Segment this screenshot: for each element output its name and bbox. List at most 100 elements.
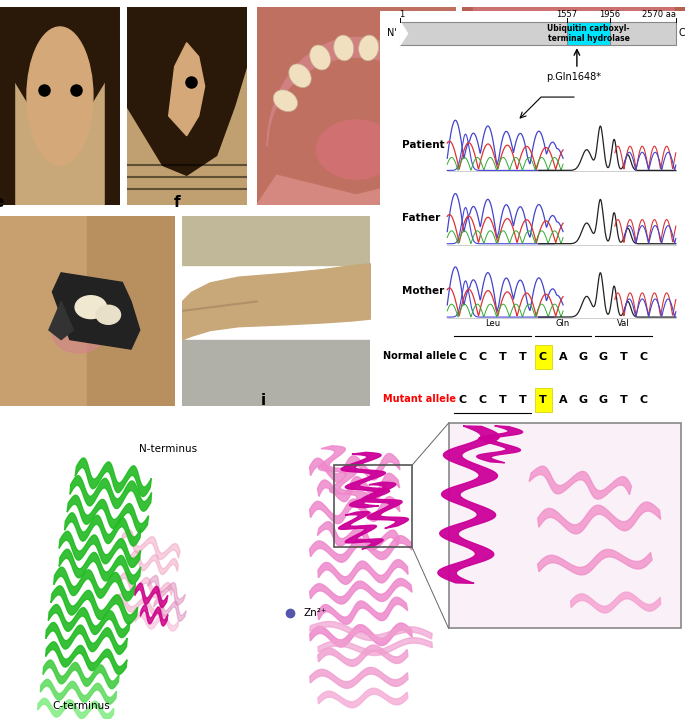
Text: G: G	[599, 395, 608, 406]
Text: f: f	[174, 195, 181, 210]
Text: G: G	[579, 395, 588, 406]
Polygon shape	[361, 482, 408, 528]
Polygon shape	[75, 458, 151, 497]
Ellipse shape	[488, 123, 508, 147]
Polygon shape	[538, 502, 660, 534]
Polygon shape	[538, 549, 652, 575]
Text: e: e	[0, 195, 3, 210]
Text: C: C	[539, 352, 547, 362]
Polygon shape	[310, 536, 412, 562]
Polygon shape	[121, 530, 180, 559]
Polygon shape	[318, 638, 432, 656]
Ellipse shape	[401, 64, 423, 88]
Ellipse shape	[382, 45, 403, 70]
Polygon shape	[135, 583, 168, 608]
Polygon shape	[53, 567, 136, 601]
Text: p.Gln1648*: p.Gln1648*	[547, 72, 601, 82]
Polygon shape	[310, 623, 412, 647]
Polygon shape	[148, 575, 186, 605]
Polygon shape	[319, 446, 368, 505]
Text: T: T	[519, 395, 527, 406]
Text: G: G	[599, 352, 608, 362]
Polygon shape	[310, 497, 400, 523]
Polygon shape	[64, 513, 140, 546]
Text: T: T	[499, 395, 507, 406]
Polygon shape	[438, 426, 499, 583]
Ellipse shape	[316, 120, 396, 179]
Polygon shape	[257, 175, 456, 205]
Ellipse shape	[593, 159, 612, 183]
Text: T: T	[619, 352, 627, 362]
Ellipse shape	[334, 35, 353, 61]
Text: Patient: Patient	[401, 139, 444, 150]
Polygon shape	[52, 273, 140, 349]
Text: b: b	[122, 0, 133, 1]
Bar	[105, 47, 120, 205]
Text: 1557: 1557	[556, 10, 577, 19]
Bar	[334, 465, 412, 547]
Ellipse shape	[75, 296, 107, 319]
Ellipse shape	[310, 45, 331, 70]
Text: Father: Father	[401, 213, 440, 223]
Bar	[0, 47, 14, 205]
Polygon shape	[153, 597, 186, 621]
Text: T: T	[499, 352, 507, 362]
Polygon shape	[318, 645, 408, 667]
Ellipse shape	[273, 90, 297, 111]
Bar	[182, 339, 370, 406]
Polygon shape	[310, 578, 412, 604]
Polygon shape	[310, 667, 408, 688]
Polygon shape	[310, 454, 400, 482]
Polygon shape	[169, 43, 205, 136]
Bar	[535, 388, 552, 412]
Text: N-terminus: N-terminus	[138, 444, 197, 454]
Polygon shape	[46, 623, 127, 654]
Polygon shape	[59, 549, 140, 584]
Text: Leu: Leu	[485, 418, 500, 426]
Text: Asp1901: Asp1901	[557, 448, 599, 458]
Text: Mother: Mother	[401, 286, 444, 296]
Text: 1: 1	[399, 10, 404, 19]
Polygon shape	[140, 605, 168, 626]
Text: c: c	[249, 0, 258, 1]
Text: i: i	[261, 393, 266, 408]
Polygon shape	[400, 22, 408, 45]
Text: Leu: Leu	[485, 319, 500, 328]
Text: Mutant allele: Mutant allele	[383, 394, 456, 404]
Polygon shape	[119, 572, 173, 597]
Bar	[535, 345, 552, 369]
Ellipse shape	[359, 35, 379, 61]
Polygon shape	[127, 7, 247, 175]
Ellipse shape	[653, 95, 673, 119]
Polygon shape	[310, 621, 432, 641]
Polygon shape	[70, 476, 151, 511]
Ellipse shape	[509, 145, 529, 168]
Polygon shape	[473, 7, 674, 185]
Text: *: *	[539, 417, 547, 431]
Text: Zn²⁺: Zn²⁺	[304, 608, 327, 618]
Text: C: C	[640, 395, 647, 406]
Polygon shape	[318, 688, 408, 707]
Polygon shape	[341, 452, 390, 508]
Polygon shape	[317, 473, 399, 502]
Polygon shape	[317, 522, 399, 550]
Ellipse shape	[289, 64, 311, 88]
Polygon shape	[135, 612, 179, 631]
Text: G: G	[579, 352, 588, 362]
Ellipse shape	[475, 95, 495, 119]
Bar	[0, 216, 88, 406]
Polygon shape	[40, 679, 116, 704]
Text: d: d	[453, 0, 464, 1]
Polygon shape	[113, 594, 162, 616]
Text: Gln: Gln	[556, 319, 570, 328]
Ellipse shape	[27, 27, 93, 165]
Text: Normal allele: Normal allele	[383, 351, 456, 361]
Text: N': N'	[387, 29, 397, 38]
Ellipse shape	[564, 163, 584, 187]
Text: A: A	[559, 352, 567, 362]
Bar	[182, 216, 370, 265]
Ellipse shape	[96, 306, 121, 324]
Text: T: T	[519, 352, 527, 362]
Polygon shape	[59, 531, 140, 567]
Polygon shape	[129, 551, 178, 574]
